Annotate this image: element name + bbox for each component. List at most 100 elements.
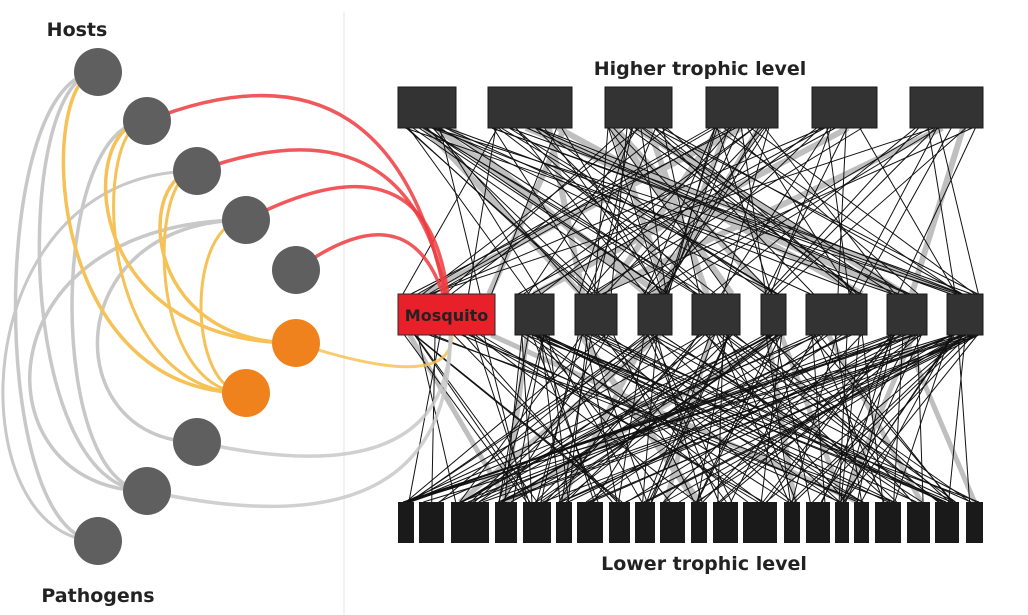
trophic-link — [404, 334, 774, 503]
trophic-link — [508, 127, 779, 295]
host-pathogen-link — [61, 70, 248, 395]
host-mosquito-link — [195, 148, 452, 322]
trophic-link — [720, 127, 829, 295]
trophic-link — [651, 334, 977, 503]
trophic-link — [641, 127, 855, 295]
trophic-link — [491, 127, 558, 295]
pathogen-node-5 — [74, 517, 122, 565]
trophic-link — [483, 334, 527, 503]
lower-level-node-6 — [556, 502, 572, 543]
trophic-link — [725, 334, 956, 503]
lower-level-node-2 — [419, 502, 444, 543]
trophic-link — [601, 127, 973, 295]
host-pathogen-nodes — [74, 48, 320, 565]
mosquito-links: Mosquito — [145, 93, 496, 509]
trophic-link — [429, 127, 935, 295]
lower-level-node-21 — [966, 502, 983, 543]
lower-level-node-8 — [609, 502, 630, 543]
lower-level-node-14 — [784, 502, 800, 543]
pathogen-node-3 — [173, 418, 221, 466]
trophic-link — [770, 127, 936, 295]
pathogen-node-4 — [123, 467, 171, 515]
mosquito-label: Mosquito — [405, 306, 488, 325]
trophic-link — [447, 127, 900, 295]
host-mosquito-link — [294, 233, 452, 322]
trophic-link — [613, 127, 773, 295]
lower-level-node-10 — [660, 502, 685, 543]
trophic-link — [526, 127, 908, 295]
trophic-link — [595, 127, 634, 295]
host-pathogen-link — [37, 70, 149, 493]
host-node-4 — [222, 196, 270, 244]
trophic-link — [460, 334, 894, 503]
higher-level-node-3 — [604, 86, 673, 129]
trophic-link — [794, 334, 969, 503]
trophic-link — [646, 127, 710, 295]
host-mosquito-link — [145, 318, 453, 509]
trophic-link — [422, 127, 641, 295]
trophic-link — [695, 334, 777, 503]
trophic-link — [581, 334, 839, 503]
trophic-link — [430, 127, 823, 295]
trophic-link — [424, 127, 670, 295]
trophic-link — [938, 127, 979, 295]
trophic-link — [834, 334, 863, 503]
host-pathogen-link — [199, 218, 248, 395]
trophic-link — [626, 334, 896, 503]
trophic-link — [645, 334, 942, 503]
trophic-link — [561, 334, 592, 503]
trophic-link — [428, 127, 716, 295]
trophic-link — [812, 334, 974, 503]
lower-level-node-5 — [523, 502, 551, 543]
host-pathogen-link — [158, 169, 298, 345]
trophic-link — [733, 334, 971, 503]
lower-level-node-11 — [691, 502, 707, 543]
trophic-link — [856, 334, 894, 503]
lower-trophic-level-label: Lower trophic level — [601, 553, 807, 575]
trophic-link — [618, 334, 645, 503]
middle-level-node-1 — [514, 293, 555, 336]
middle-level-node-4 — [691, 293, 741, 336]
trophic-link — [760, 334, 783, 503]
trophic-link — [548, 334, 570, 503]
trophic-link — [537, 127, 963, 295]
trophic-link — [491, 127, 951, 295]
lower-level-node-15 — [806, 502, 830, 543]
trophic-link — [948, 334, 966, 503]
trophic-link — [849, 127, 938, 295]
trophic-link — [402, 127, 498, 295]
trophic-link — [433, 127, 958, 295]
trophic-link — [664, 127, 740, 295]
trophic-link — [608, 127, 663, 295]
lower-level-node-16 — [835, 502, 849, 543]
trophic-link — [534, 334, 671, 503]
lower-level-node-12 — [713, 502, 738, 543]
trophic-link — [826, 127, 850, 295]
trophic-link — [541, 127, 755, 295]
trophic-link — [695, 334, 962, 503]
trophic-link — [445, 127, 626, 295]
trophic-link — [502, 334, 774, 503]
trophic-link — [765, 334, 965, 503]
trophic-link — [526, 334, 789, 503]
lower-level-node-19 — [907, 502, 930, 543]
trophic-link — [777, 127, 967, 295]
trophic-link — [654, 127, 814, 295]
trophic-link — [502, 334, 781, 503]
trophic-link — [653, 127, 978, 295]
trophic-link — [408, 127, 530, 295]
pathogen-node-orange-2 — [222, 369, 270, 417]
trophic-link — [604, 127, 763, 295]
pathogens-label: Pathogens — [41, 585, 154, 607]
trophic-link — [656, 334, 703, 503]
trophic-link — [957, 334, 971, 503]
trophic-link — [696, 334, 782, 503]
trophic-link — [842, 334, 892, 503]
trophic-link — [586, 127, 657, 295]
middle-level-node-5 — [760, 293, 787, 336]
trophic-link — [535, 334, 889, 503]
middle-level-node-2 — [574, 293, 618, 336]
higher-level-node-5 — [811, 86, 878, 129]
trophic-link — [652, 334, 841, 503]
trophic-link — [774, 334, 811, 503]
